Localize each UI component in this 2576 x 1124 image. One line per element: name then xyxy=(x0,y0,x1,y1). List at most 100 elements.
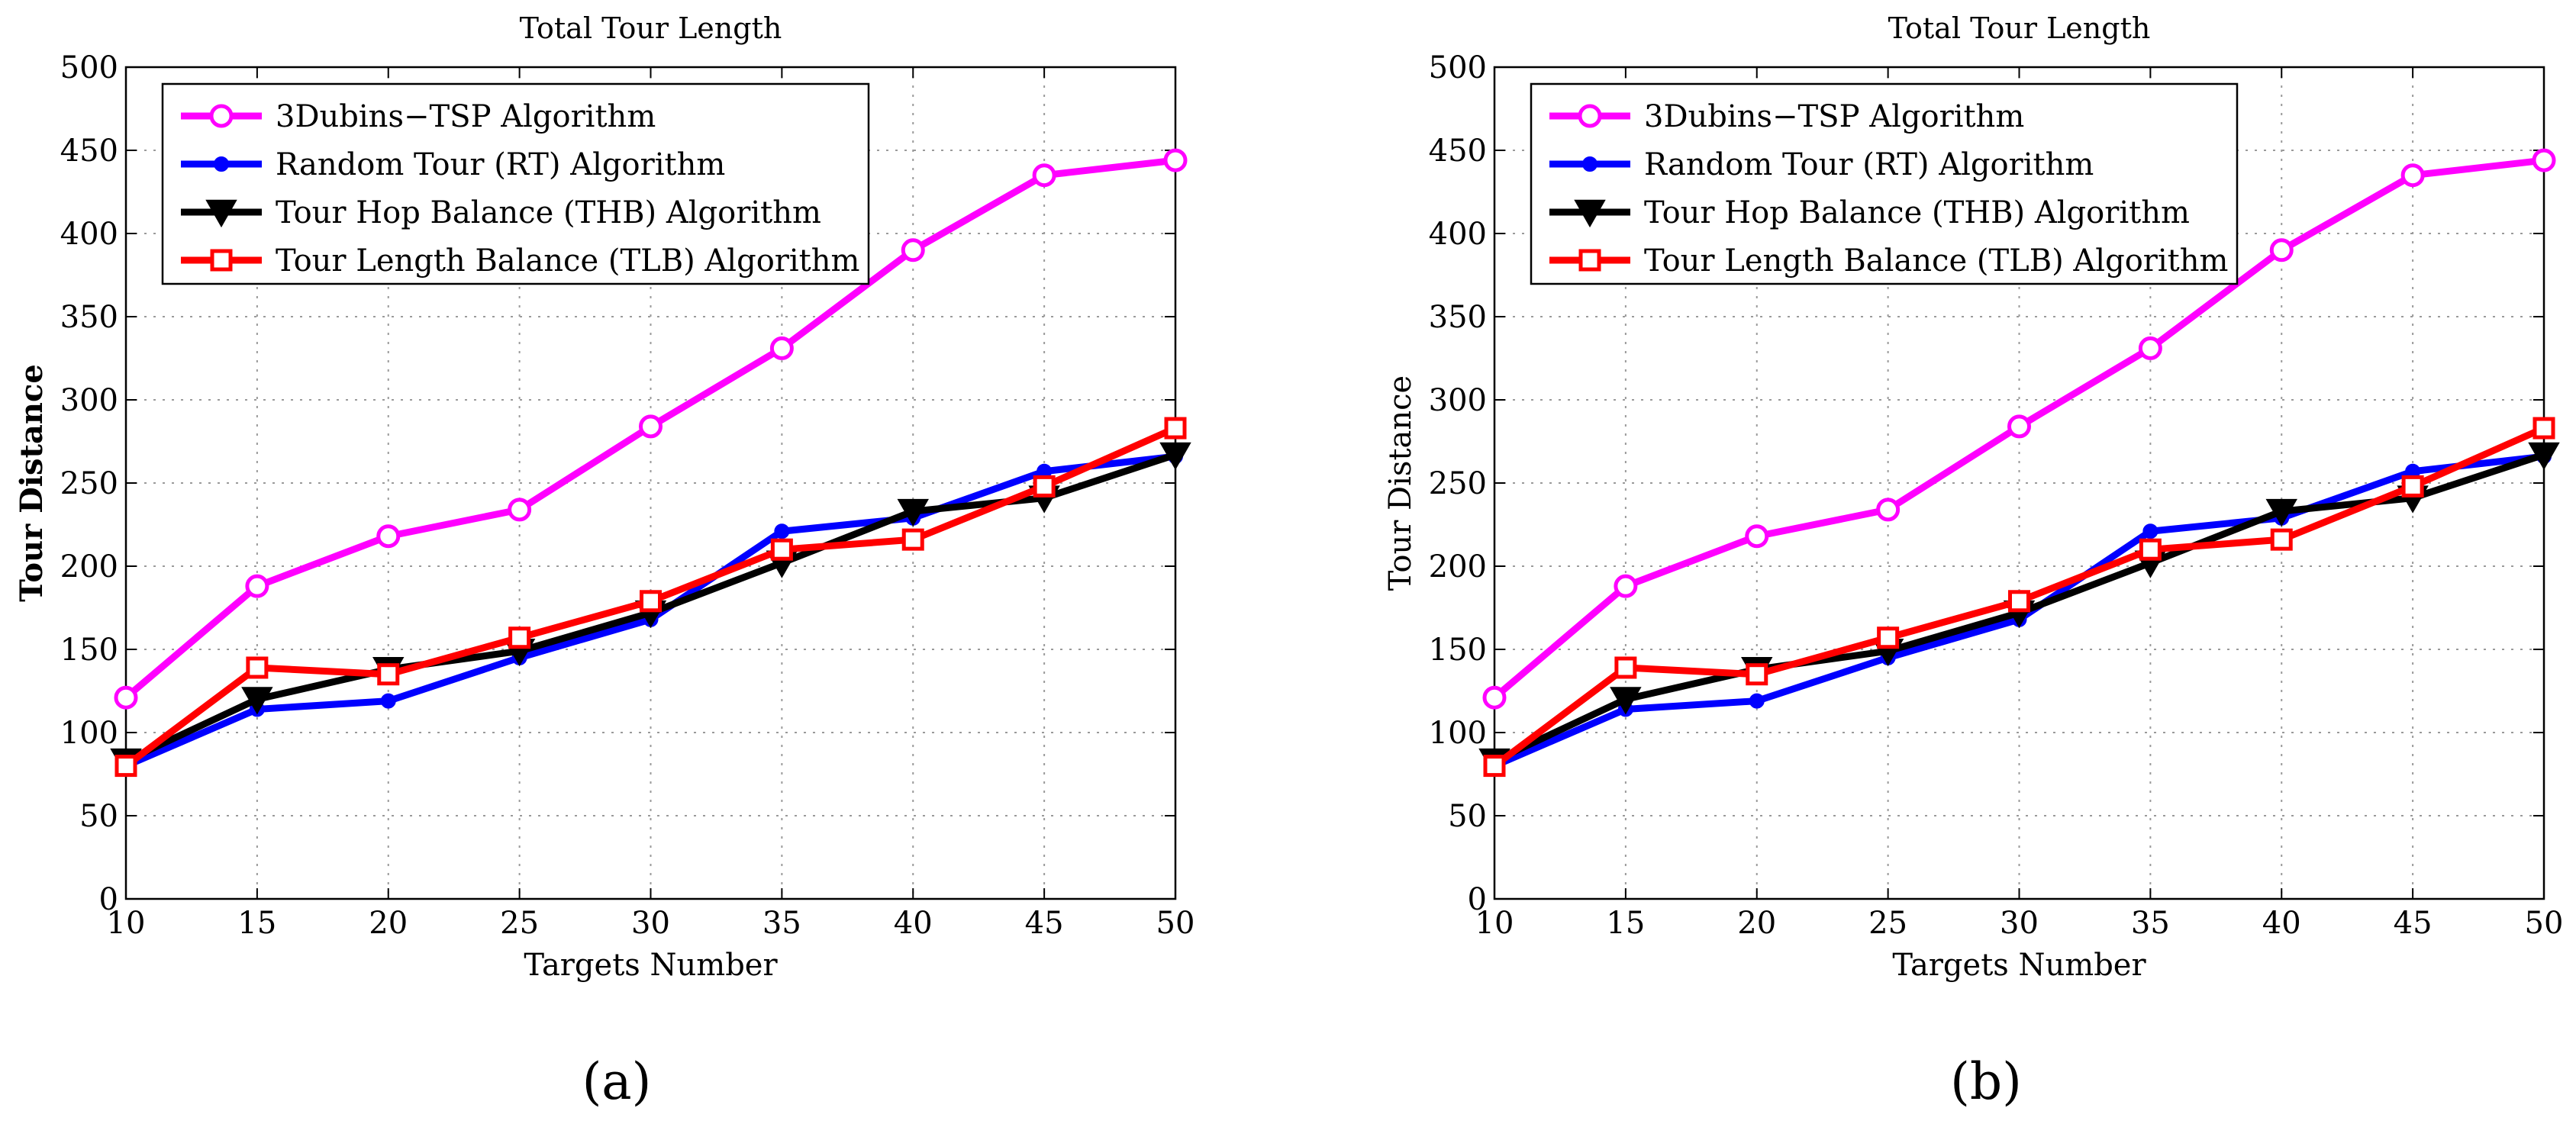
data-point xyxy=(376,524,401,549)
data-point xyxy=(1164,417,1187,440)
y-tick-label: 200 xyxy=(1429,549,1487,585)
data-point xyxy=(508,626,531,649)
x-tick-label: 10 xyxy=(1475,906,1514,941)
y-tick-label: 50 xyxy=(79,799,118,834)
data-point xyxy=(380,693,396,709)
y-tick-label: 250 xyxy=(60,466,118,501)
y-tick-label: 50 xyxy=(1448,799,1487,834)
y-tick-label: 300 xyxy=(60,383,118,418)
x-tick-label: 40 xyxy=(2262,906,2301,941)
data-point xyxy=(770,538,793,561)
y-tick-label: 300 xyxy=(1429,383,1487,418)
x-tick-label: 20 xyxy=(369,906,408,941)
y-tick-label: 400 xyxy=(1429,217,1487,252)
data-point xyxy=(1749,693,1765,709)
x-tick-label: 10 xyxy=(107,906,146,941)
data-point xyxy=(114,685,138,710)
y-tick-label: 450 xyxy=(60,134,118,169)
panel-caption: (b) xyxy=(1950,1052,2022,1111)
series-3 xyxy=(114,417,1187,778)
data-point xyxy=(508,498,532,522)
legend-item-0: 3Dubins−TSP Algorithm xyxy=(181,99,656,134)
series-0 xyxy=(1482,148,2556,710)
legend: 3Dubins−TSP Algorithm Random Tour (RT) Al… xyxy=(161,82,870,285)
data-point xyxy=(1877,626,1900,649)
data-point xyxy=(2400,163,2425,188)
data-point xyxy=(2138,336,2162,360)
data-point xyxy=(2142,523,2158,539)
data-point xyxy=(639,414,663,439)
legend-swatch-marker xyxy=(209,104,234,128)
legend-label: Random Tour (RT) Algorithm xyxy=(1644,147,2094,182)
x-tick-label: 20 xyxy=(1737,906,1776,941)
y-axis-label: Tour Distance xyxy=(14,364,50,602)
legend-swatch-marker xyxy=(1578,104,1602,128)
data-point xyxy=(1163,148,1188,172)
x-tick-label: 35 xyxy=(2131,906,2170,941)
data-point xyxy=(1159,442,1191,471)
data-point xyxy=(2270,528,2293,551)
y-tick-label: 0 xyxy=(99,882,118,917)
legend-item-3: Tour Length Balance (TLB) Algorithm xyxy=(181,243,859,279)
y-tick-label: 500 xyxy=(1429,50,1487,85)
data-point xyxy=(1614,656,1637,679)
x-axis-label: Targets Number xyxy=(1892,948,2146,983)
y-tick-label: 350 xyxy=(1429,300,1487,335)
legend-swatch-marker xyxy=(214,156,229,172)
panel-caption: (a) xyxy=(582,1052,652,1111)
x-tick-label: 45 xyxy=(1025,906,1064,941)
data-point xyxy=(2532,148,2556,172)
data-point xyxy=(246,656,269,679)
data-point xyxy=(2008,590,2030,613)
legend-label: Tour Length Balance (TLB) Algorithm xyxy=(1644,243,2228,279)
legend-label: Tour Length Balance (TLB) Algorithm xyxy=(276,243,859,279)
chart-panel-b: 10 15 20 25 30 35 40 45 500501001502002503003504… xyxy=(1383,11,2563,983)
legend-label: Tour Hop Balance (THB) Algorithm xyxy=(1644,195,2190,230)
data-point xyxy=(1482,685,1507,710)
data-point xyxy=(1033,475,1056,498)
data-point xyxy=(774,523,790,539)
legend-swatch-marker xyxy=(1578,249,1601,272)
x-tick-label: 15 xyxy=(1606,906,1645,941)
data-point xyxy=(1032,163,1056,188)
data-point xyxy=(1746,663,1768,686)
data-point xyxy=(769,336,794,360)
y-tick-label: 250 xyxy=(1429,466,1487,501)
data-point xyxy=(640,590,662,613)
x-tick-label: 30 xyxy=(2000,906,2039,941)
x-tick-label: 50 xyxy=(2525,906,2564,941)
data-point xyxy=(1745,524,1769,549)
x-tick-label: 25 xyxy=(1868,906,1907,941)
x-tick-label: 50 xyxy=(1156,906,1195,941)
data-point xyxy=(1614,574,1638,598)
series-0 xyxy=(114,148,1188,710)
data-point xyxy=(1610,687,1642,715)
y-tick-label: 150 xyxy=(1429,633,1487,668)
legend-box xyxy=(1530,82,2239,285)
x-tick-label: 15 xyxy=(237,906,276,941)
y-tick-label: 400 xyxy=(60,217,118,252)
data-point xyxy=(114,755,137,778)
data-point xyxy=(2265,498,2297,527)
legend-label: Random Tour (RT) Algorithm xyxy=(276,147,725,182)
data-point xyxy=(2007,414,2031,439)
y-tick-label: 500 xyxy=(60,50,118,85)
legend-label: Tour Hop Balance (THB) Algorithm xyxy=(276,195,821,230)
data-point xyxy=(2139,538,2162,561)
y-tick-label: 0 xyxy=(1468,882,1487,917)
chart-title: Total Tour Length xyxy=(1888,11,2151,45)
data-point xyxy=(245,574,269,598)
data-point xyxy=(901,238,925,262)
data-point xyxy=(2269,238,2294,262)
x-axis-label: Targets Number xyxy=(524,948,778,983)
legend-item-0: 3Dubins−TSP Algorithm xyxy=(1549,99,2024,134)
y-axis-label: Tour Distance xyxy=(1383,375,1418,591)
legend-item-3: Tour Length Balance (TLB) Algorithm xyxy=(1549,243,2228,279)
legend-label: 3Dubins−TSP Algorithm xyxy=(1644,99,2024,134)
x-tick-label: 30 xyxy=(631,906,670,941)
data-point xyxy=(897,498,929,527)
legend-swatch-marker xyxy=(1582,156,1598,172)
y-tick-label: 350 xyxy=(60,300,118,335)
y-tick-label: 100 xyxy=(1429,716,1487,751)
